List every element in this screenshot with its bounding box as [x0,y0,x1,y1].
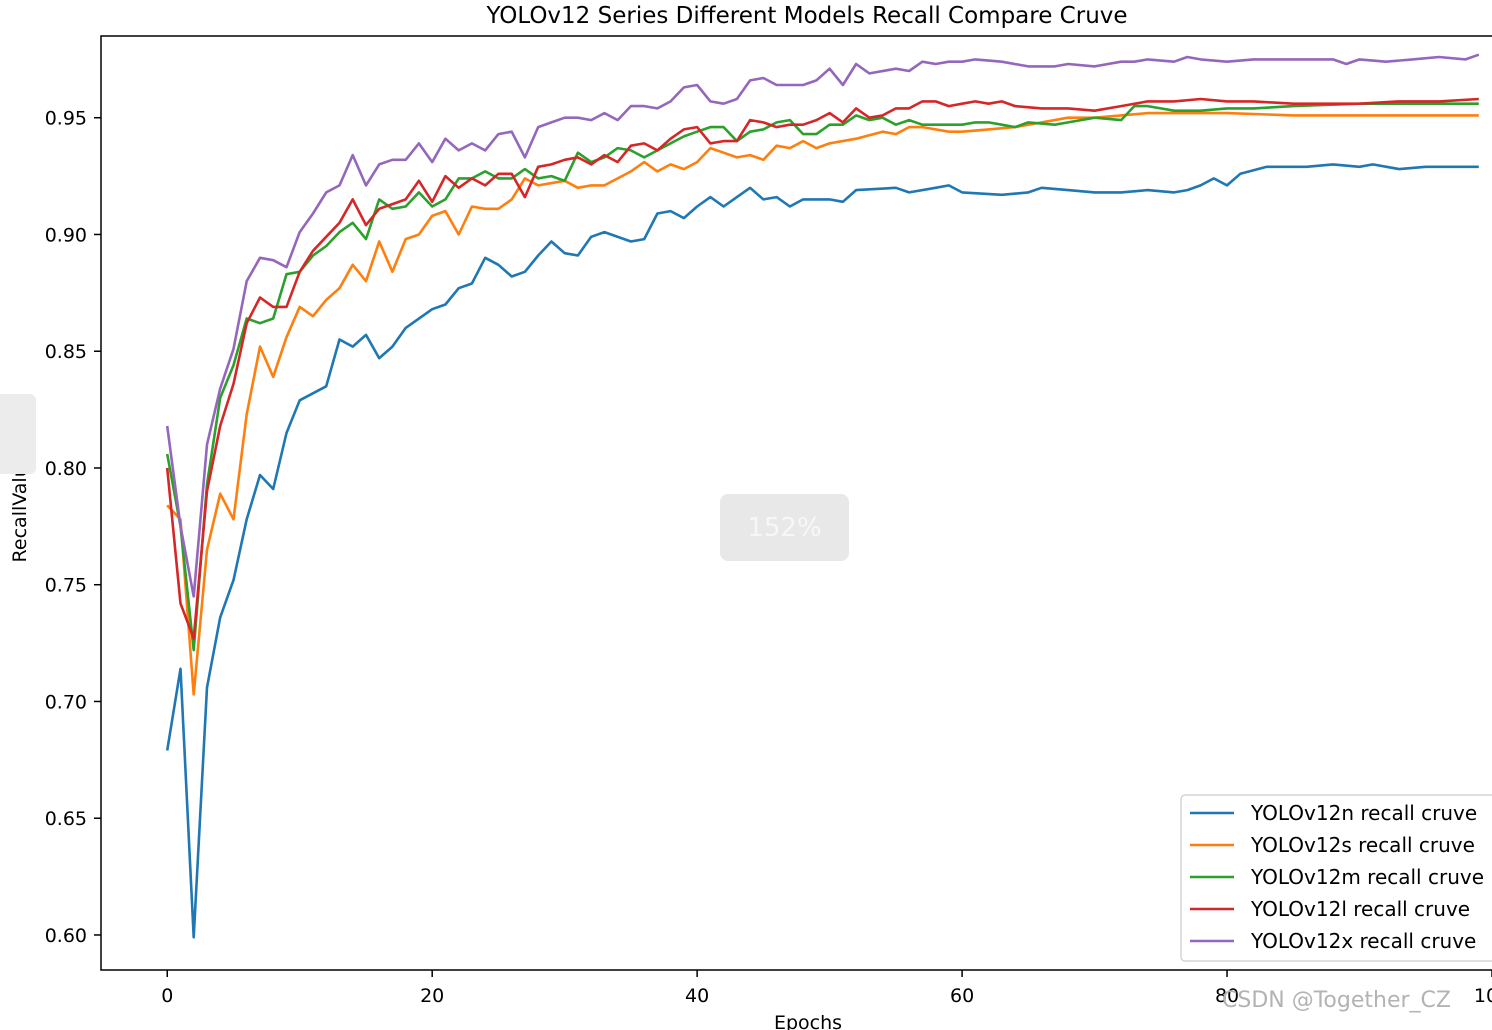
legend-label: YOLOv12s recall cruve [1250,833,1475,857]
series-line-1 [166,111,1479,696]
x-tick-label: 20 [420,985,444,1007]
y-axis-label: RecallValue [9,454,31,563]
legend-label: YOLOv12x recall cruve [1250,929,1476,953]
series-line-0 [165,163,1479,939]
series-line-4 [165,53,1480,598]
legend: YOLOv12n recall cruve YOLOv12s recall cru… [1180,794,1492,962]
legend-label: YOLOv12l recall cruve [1250,897,1470,921]
y-tick-label: 0.80 [45,458,87,480]
y-tick-label: 0.70 [45,691,87,713]
y-tick-label: 0.75 [45,575,87,597]
y-tick-label: 0.65 [45,808,87,830]
legend-label: YOLOv12m recall cruve [1250,865,1484,889]
x-tick-label: 60 [950,985,974,1007]
plot-area [100,35,1492,971]
x-axis-label: Epochs [774,1012,842,1030]
chart-title: YOLOv12 Series Different Models Recall C… [485,3,1127,29]
zoom-indicator: 152% [720,494,849,561]
x-tick-label: 100 [1474,985,1492,1007]
x-tick-label: 0 [161,985,173,1007]
side-panel-tab[interactable] [0,394,36,474]
y-tick-label: 0.85 [45,341,87,363]
y-tick-label: 0.95 [45,108,87,130]
series-line-2 [165,102,1479,652]
legend-label: YOLOv12n recall cruve [1250,801,1477,825]
x-tick-label: 40 [685,985,709,1007]
watermark: CSDN @Together_CZ [1222,988,1451,1013]
y-tick-label: 0.90 [45,224,87,246]
x-tick-label: 80 [1215,985,1239,1007]
series-line-3 [165,97,1479,640]
x-axis: 0 20 40 60 80 100 [161,970,1492,1007]
plot-frame [100,35,1492,971]
y-tick-label: 0.60 [45,925,87,947]
series-lines [165,53,1480,939]
legend-box [1180,794,1492,962]
y-axis: 0.60 0.65 0.70 0.75 0.80 0.85 0.90 0.95 [45,108,101,947]
